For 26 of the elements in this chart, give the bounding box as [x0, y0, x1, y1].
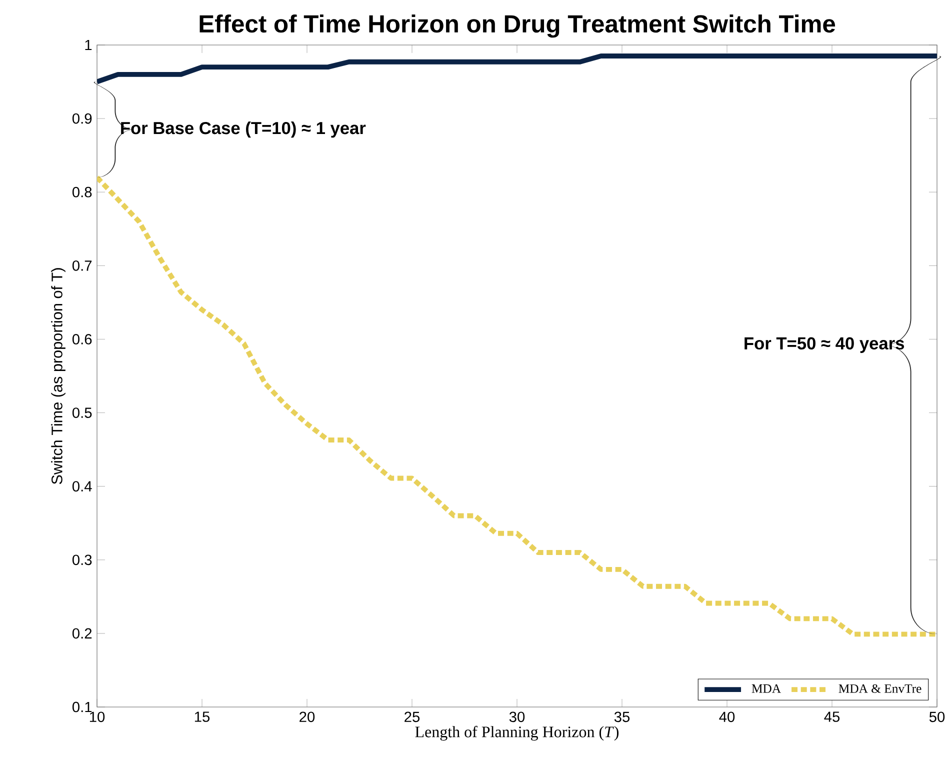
y-tick-label: 0.8 [72, 186, 92, 198]
y-tick-label: 0.5 [72, 408, 92, 418]
y-tick-label: 0.9 [72, 113, 92, 124]
annotation: For Base Case (T=10) ≈ 1 year [121, 121, 366, 138]
y-tick-label: 0.3 [72, 554, 92, 566]
x-tick-label: 30 [509, 712, 525, 722]
x-tick-label: 20 [300, 712, 315, 722]
y-tick-label: 1 [85, 40, 92, 50]
legend-label: MDA [752, 684, 781, 693]
y-tick-label: 0.1 [72, 702, 92, 712]
y-axis-title: Switch Time (as proportion of T) [51, 268, 66, 484]
y-tick-label: 0.2 [72, 628, 92, 639]
x-tick-label: 45 [824, 712, 840, 722]
x-tick-label: 40 [719, 712, 735, 722]
legend-label: MDA & EnvTre [838, 684, 922, 693]
y-tick-label: 0.6 [72, 334, 92, 344]
x-axis-title: Length of Planning Horizon (T) [415, 726, 619, 741]
y-tick-label: 0.4 [72, 481, 92, 492]
annotation: For T=50 ≈ 40 years [744, 337, 904, 353]
x-tick-label: 50 [929, 712, 945, 722]
y-tick-label: 0.7 [72, 260, 92, 271]
chart-title: Effect of Time Horizon on Drug Treatment Switch Time [200, 14, 836, 38]
x-tick-label: 15 [194, 712, 210, 722]
x-tick-label: 25 [404, 712, 420, 722]
x-tick-label: 35 [614, 712, 630, 722]
x-tick-label: 10 [90, 712, 105, 722]
